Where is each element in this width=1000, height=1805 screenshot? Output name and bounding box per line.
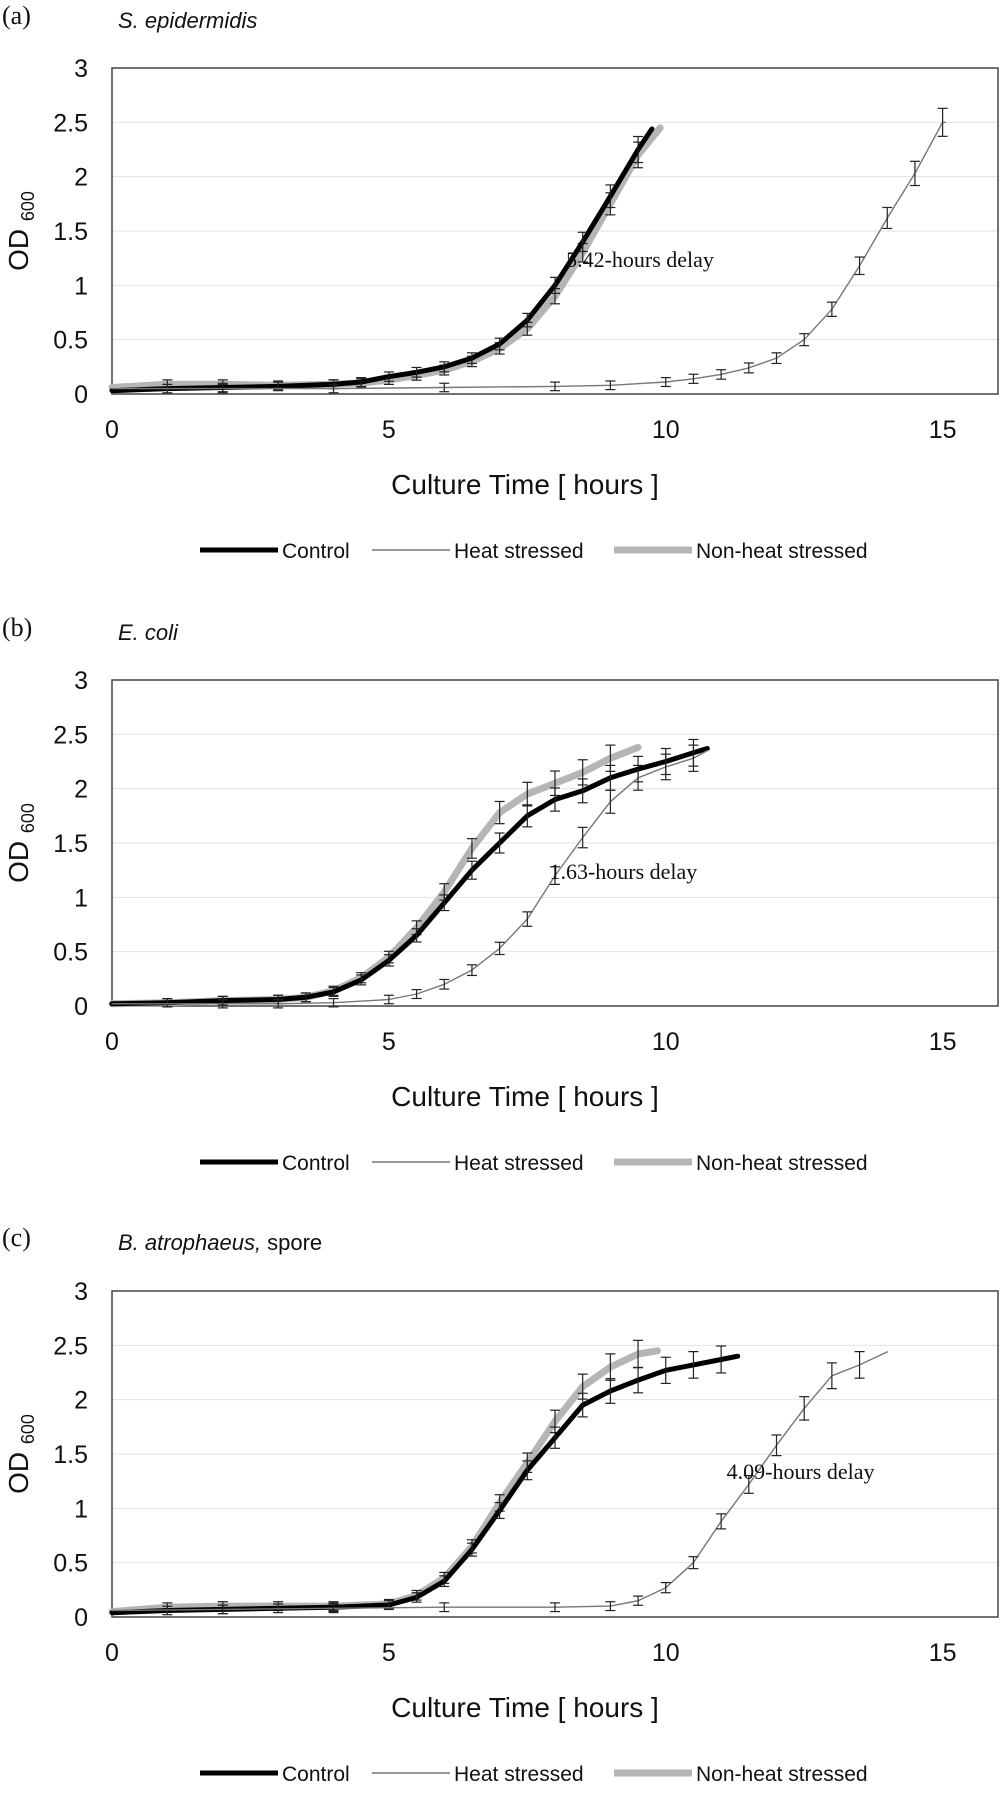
y-tick-label: 2 <box>74 776 88 804</box>
legend-label: Control <box>282 540 350 563</box>
y-tick-label: 3 <box>74 667 88 695</box>
y-tick-label: 1 <box>74 884 88 912</box>
y-tick-label: 0 <box>74 381 88 409</box>
y-tick-label: 2 <box>74 164 88 192</box>
plot-area <box>111 1290 999 1618</box>
x-tick-label: 0 <box>105 416 119 444</box>
y-axis-label-sub: 600 <box>18 191 38 221</box>
species-label: B. atrophaeus, spore <box>118 1230 322 1255</box>
x-tick-label: 10 <box>652 416 680 444</box>
x-axis-label: Culture Time [ hours ] <box>391 1692 659 1723</box>
y-axis-label: OD 600 <box>3 803 38 883</box>
legend-label: Heat stressed <box>454 1152 584 1175</box>
delay-annotation: 1.63-hours delay <box>549 859 697 884</box>
panel-c: (c) B. atrophaeus, spore 0 0.5 1 1.5 2 2.5 3 0 5 10 1… <box>2 1223 999 1786</box>
plot-area <box>111 679 999 1007</box>
legend-label: Heat stressed <box>454 540 584 563</box>
legend-label: Control <box>282 1763 350 1786</box>
series-line <box>109 1353 741 1616</box>
y-axis-label-main: OD <box>3 1444 34 1494</box>
x-tick-label: 10 <box>652 1028 680 1056</box>
series-line <box>111 1351 888 1612</box>
x-axis-label: Culture Time [ hours ] <box>391 1081 659 1112</box>
legend-label: Heat stressed <box>454 1763 584 1786</box>
y-tick-label: 3 <box>74 1278 88 1306</box>
legend: Control Heat stressed Non-heat stressed <box>200 1763 868 1786</box>
y-tick-label: 2 <box>74 1387 88 1415</box>
x-axis-label: Culture Time [ hours ] <box>391 469 659 500</box>
y-axis-label-main: OD <box>3 221 34 271</box>
legend-label: Non-heat stressed <box>696 1152 868 1175</box>
series-heat-stressed <box>111 1351 888 1615</box>
series-line <box>109 746 710 1007</box>
plot-area <box>111 67 999 395</box>
panel-b: (b) E. coli 0 0.5 1 1.5 2 2.5 3 0 5 10 15 OD 600 Cultu… <box>2 613 999 1175</box>
species-name: B. atrophaeus, <box>118 1230 261 1255</box>
panel-label: (a) <box>2 1 31 30</box>
y-axis-label-sub: 600 <box>18 803 38 833</box>
legend-label: Non-heat stressed <box>696 540 868 563</box>
species-label: S. epidermidis <box>118 8 257 33</box>
panel-label: (b) <box>2 613 32 642</box>
y-axis-label: OD 600 <box>3 1414 38 1494</box>
x-tick-label: 15 <box>929 1028 957 1056</box>
x-tick-label: 10 <box>652 1639 680 1667</box>
y-tick-label: 2.5 <box>53 1332 88 1360</box>
delay-annotation: 4.09-hours delay <box>727 1459 875 1484</box>
x-tick-label: 15 <box>929 416 957 444</box>
panel-label: (c) <box>2 1223 31 1252</box>
x-tick-label: 5 <box>382 1028 396 1056</box>
series-non-heat-stressed <box>108 1339 661 1616</box>
y-tick-label: 0.5 <box>53 1550 88 1578</box>
y-tick-label: 3 <box>74 55 88 83</box>
series-line <box>111 121 947 390</box>
species-note: spore <box>267 1230 322 1255</box>
delay-annotation: 5.42-hours delay <box>566 247 714 272</box>
y-tick-label: 0.5 <box>53 939 88 967</box>
y-tick-label: 0 <box>74 993 88 1021</box>
y-tick-label: 0.5 <box>53 327 88 355</box>
y-tick-label: 1.5 <box>53 1441 88 1469</box>
legend-label: Control <box>282 1152 350 1175</box>
species-label: E. coli <box>118 620 179 645</box>
y-axis-label-main: OD <box>3 833 34 883</box>
y-tick-label: 1.5 <box>53 830 88 858</box>
species-name: E. coli <box>118 620 179 645</box>
series-control <box>109 1345 741 1616</box>
x-tick-label: 5 <box>382 416 396 444</box>
x-tick-label: 0 <box>105 1028 119 1056</box>
legend: Control Heat stressed Non-heat stressed <box>200 1152 868 1175</box>
series-line <box>108 1347 661 1616</box>
y-tick-label: 2.5 <box>53 721 88 749</box>
series-heat-stressed <box>111 107 948 394</box>
x-tick-label: 0 <box>105 1639 119 1667</box>
x-tick-label: 15 <box>929 1639 957 1667</box>
series-heat-stressed <box>111 744 708 1009</box>
y-tick-label: 1 <box>74 272 88 300</box>
species-name: S. epidermidis <box>118 8 257 33</box>
panel-a: (a) S. epidermidis 0 0.5 1 1.5 2 2.5 3 0 5 10 15 OD 6… <box>2 1 999 563</box>
y-tick-label: 0 <box>74 1604 88 1632</box>
y-tick-label: 2.5 <box>53 109 88 137</box>
y-axis-label: OD 600 <box>3 191 38 271</box>
legend: Control Heat stressed Non-heat stressed <box>200 540 868 563</box>
x-tick-label: 5 <box>382 1639 396 1667</box>
legend-label: Non-heat stressed <box>696 1763 868 1786</box>
y-axis-label-sub: 600 <box>18 1414 38 1444</box>
y-tick-label: 1 <box>74 1495 88 1523</box>
y-tick-label: 1.5 <box>53 218 88 246</box>
